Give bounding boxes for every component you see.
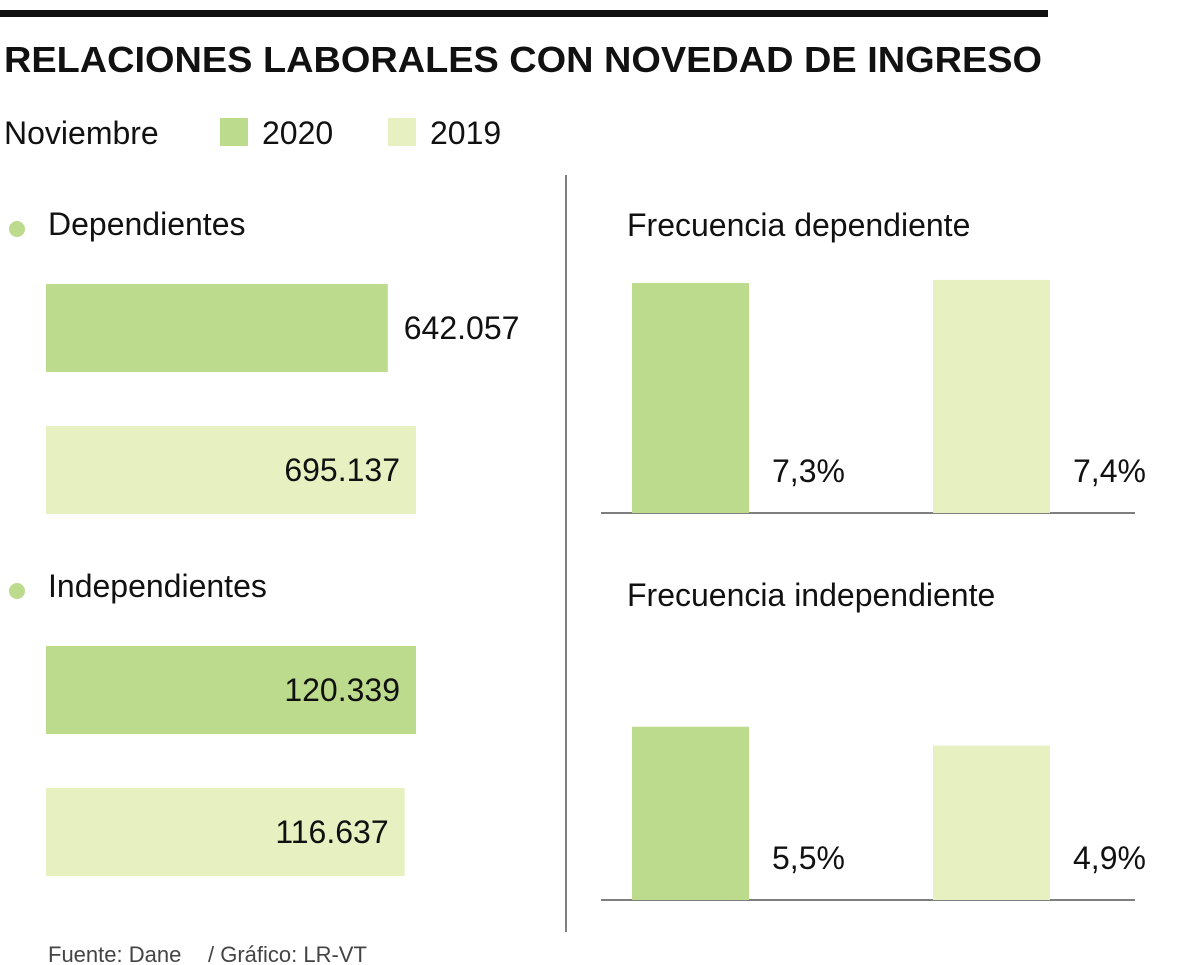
title: RELACIONES LABORALES CON NOVEDAD DE INGR…	[4, 39, 1042, 80]
legend-swatch	[220, 118, 248, 146]
chart-title: Dependientes	[48, 206, 245, 242]
bullet	[9, 583, 25, 599]
credit: / Gráfico: LR-VT	[208, 942, 367, 965]
value-label: 116.637	[275, 814, 388, 850]
value-label: 5,5%	[772, 840, 845, 876]
chart-title: Independientes	[48, 568, 267, 604]
bar	[632, 726, 749, 900]
legend-swatch	[388, 118, 416, 146]
bar	[46, 284, 388, 372]
bullet	[9, 221, 25, 237]
chart-title: Frecuencia dependiente	[627, 207, 970, 243]
value-label: 7,3%	[772, 453, 845, 489]
top-rule	[0, 10, 1048, 17]
legend-title: Noviembre	[4, 115, 159, 151]
legend-label: 2019	[430, 115, 501, 151]
source: Fuente: Dane	[48, 942, 181, 965]
legend-label: 2020	[262, 115, 333, 151]
bar	[46, 646, 416, 734]
value-label: 695.137	[284, 452, 400, 488]
bar	[632, 283, 749, 513]
value-label: 642.057	[404, 310, 520, 346]
value-label: 120.339	[284, 672, 400, 708]
bar	[933, 745, 1050, 900]
chart-title: Frecuencia independiente	[627, 577, 995, 613]
bar	[46, 426, 416, 514]
value-label: 4,9%	[1073, 840, 1146, 876]
value-label: 7,4%	[1073, 453, 1146, 489]
bar	[46, 788, 405, 876]
bar	[933, 279, 1050, 513]
